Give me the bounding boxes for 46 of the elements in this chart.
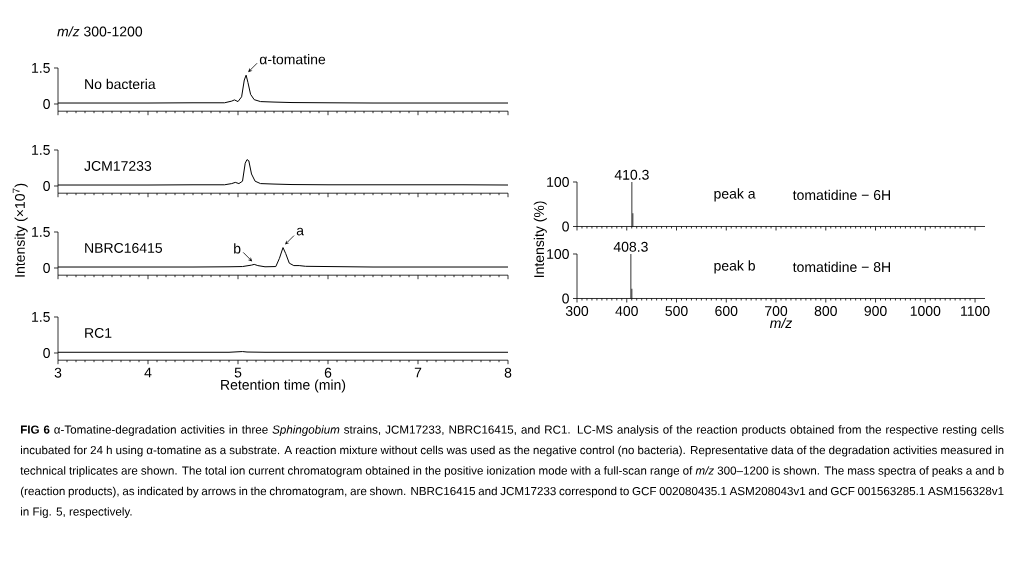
y-tick-label: 100 (547, 249, 569, 259)
y-tick-label: 1.5 (32, 63, 50, 73)
x-tick-label: 7 (414, 367, 422, 378)
series-label: RC1 (85, 328, 112, 338)
series-label: No bacteria (85, 78, 156, 90)
x-tick-label: 1100 (961, 306, 990, 316)
annotation: tomatidine − 6H (792, 189, 890, 201)
y-tick-label: 1.5 (32, 312, 50, 322)
text: 408.3 (613, 241, 648, 252)
x-tick-label: 8 (504, 367, 512, 378)
annotation: a (296, 227, 304, 236)
y-tick-label: 0 (43, 348, 50, 358)
x-tick-label: 400 (615, 306, 638, 316)
y-tick-label: 0 (562, 293, 569, 304)
x-tick-label: 300 (565, 306, 589, 316)
x-tick-label: 1000 (910, 306, 941, 316)
x-tick-label: 5 (234, 367, 242, 378)
x-axis-title: m/z (769, 317, 793, 329)
y-axis-title: Intensity (×10$^{7}$) (12, 183, 28, 277)
annotation: peak a (714, 188, 756, 202)
y-tick-label: 0 (43, 181, 50, 191)
x-tick-label: 3 (54, 367, 62, 378)
annotation: b (234, 243, 241, 254)
x-tick-label: 4 (144, 367, 152, 378)
annotation: peak b (714, 260, 755, 274)
text: 410.3 (614, 169, 649, 180)
series-label: NBRC16415 (85, 243, 163, 253)
text: FIG 6 α-Tomatine-degradation activities in three Sphingobium strains, JCM17233, NBRC16415, and RC1. LC-MS analysis of the reaction products obtained from the respective resting cells incubated for 24 h using α-tomatine as a substrate. A reaction mixture without cells was used as the negative control (no bacteria). Representative data of the degradation activities measured in technical triplicates are shown. The total ion current chromatogram obtained in the positive ionization mode with a full-scan range of m/z 300–1200 is shown. The mass spectra of peaks a and b (reaction products), as indicated by arrows in the chromatogram, are shown. NBRC16415 and JCM17233 correspond to GCF 002080435.1 ASM208043v1 and GCF 001563285.1 ASM156328v1 in Fig. 5, respectively. (20, 425, 1004, 518)
y-tick-label: 1.5 (32, 227, 50, 237)
x-tick-label: 600 (715, 306, 738, 316)
y-tick-label: 0 (43, 99, 50, 109)
annotation: tomatidine − 8H (792, 261, 890, 273)
annotation: α-tomatine (259, 54, 326, 65)
y-tick-label: 100 (547, 177, 569, 187)
x-tick-label: 500 (665, 306, 688, 316)
y-tick-label: 1.5 (32, 145, 50, 155)
x-tick-label: 6 (324, 367, 332, 378)
x-axis-title: Retention time (min) (221, 379, 346, 393)
series-label: JCM17233 (84, 161, 152, 171)
chart-title: m/z 300-1200 (57, 26, 143, 37)
y-tick-label: 0 (562, 221, 569, 232)
x-tick-label: 700 (765, 306, 788, 316)
y-axis-title: Intensity (%) (533, 201, 547, 278)
x-tick-label: 900 (864, 306, 887, 316)
x-tick-label: 800 (814, 306, 837, 316)
y-tick-label: 0 (43, 263, 50, 273)
